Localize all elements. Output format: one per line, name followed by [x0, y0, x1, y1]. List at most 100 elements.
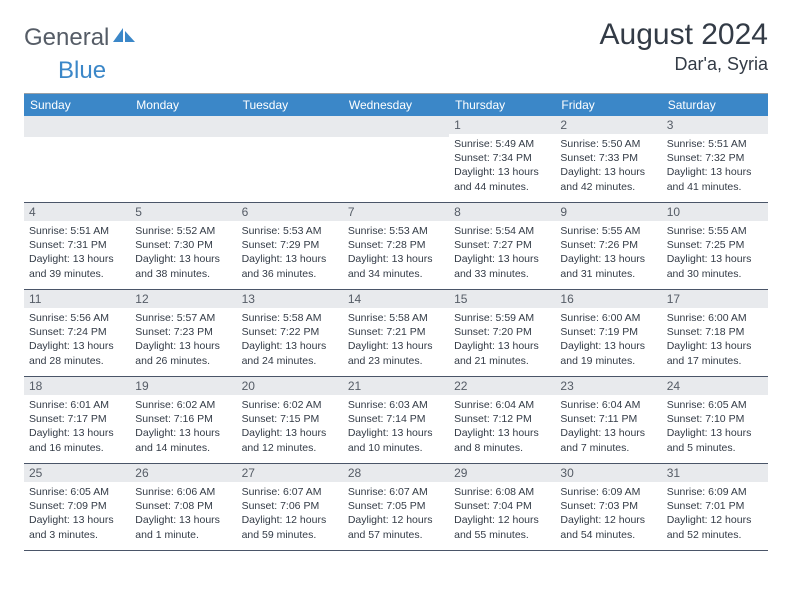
- daylight-line: Daylight: 13 hours and 19 minutes.: [560, 339, 656, 367]
- day-details: Sunrise: 5:53 AMSunset: 7:28 PMDaylight:…: [343, 221, 449, 286]
- day-cell: 22Sunrise: 6:04 AMSunset: 7:12 PMDayligh…: [449, 377, 555, 463]
- weekday-header: Saturday: [662, 94, 768, 116]
- day-number: 20: [237, 377, 343, 395]
- sunrise-line: Sunrise: 5:56 AM: [29, 311, 125, 325]
- day-number: 8: [449, 203, 555, 221]
- daylight-line: Daylight: 13 hours and 1 minute.: [135, 513, 231, 541]
- day-cell: 3Sunrise: 5:51 AMSunset: 7:32 PMDaylight…: [662, 116, 768, 202]
- day-cell: 15Sunrise: 5:59 AMSunset: 7:20 PMDayligh…: [449, 290, 555, 376]
- week-row: 25Sunrise: 6:05 AMSunset: 7:09 PMDayligh…: [24, 464, 768, 551]
- day-number: 28: [343, 464, 449, 482]
- daylight-line: Daylight: 13 hours and 44 minutes.: [454, 165, 550, 193]
- brand-text-2: Blue: [58, 57, 106, 84]
- day-cell: 21Sunrise: 6:03 AMSunset: 7:14 PMDayligh…: [343, 377, 449, 463]
- day-details: Sunrise: 6:04 AMSunset: 7:12 PMDaylight:…: [449, 395, 555, 460]
- day-cell: 2Sunrise: 5:50 AMSunset: 7:33 PMDaylight…: [555, 116, 661, 202]
- daylight-line: Daylight: 13 hours and 30 minutes.: [667, 252, 763, 280]
- day-details: Sunrise: 5:49 AMSunset: 7:34 PMDaylight:…: [449, 134, 555, 199]
- sunset-line: Sunset: 7:23 PM: [135, 325, 231, 339]
- sunset-line: Sunset: 7:21 PM: [348, 325, 444, 339]
- sunrise-line: Sunrise: 6:05 AM: [667, 398, 763, 412]
- day-cell: 5Sunrise: 5:52 AMSunset: 7:30 PMDaylight…: [130, 203, 236, 289]
- day-number: 6: [237, 203, 343, 221]
- daylight-line: Daylight: 13 hours and 23 minutes.: [348, 339, 444, 367]
- sunset-line: Sunset: 7:04 PM: [454, 499, 550, 513]
- day-cell: 24Sunrise: 6:05 AMSunset: 7:10 PMDayligh…: [662, 377, 768, 463]
- day-number: 18: [24, 377, 130, 395]
- daylight-line: Daylight: 13 hours and 21 minutes.: [454, 339, 550, 367]
- sunrise-line: Sunrise: 5:57 AM: [135, 311, 231, 325]
- weekday-header: Monday: [130, 94, 236, 116]
- daylight-line: Daylight: 13 hours and 14 minutes.: [135, 426, 231, 454]
- day-details: Sunrise: 5:50 AMSunset: 7:33 PMDaylight:…: [555, 134, 661, 199]
- calendar-grid: SundayMondayTuesdayWednesdayThursdayFrid…: [24, 93, 768, 551]
- day-details: Sunrise: 5:57 AMSunset: 7:23 PMDaylight:…: [130, 308, 236, 373]
- daylight-line: Daylight: 13 hours and 26 minutes.: [135, 339, 231, 367]
- sunset-line: Sunset: 7:19 PM: [560, 325, 656, 339]
- sunrise-line: Sunrise: 5:58 AM: [348, 311, 444, 325]
- daylight-line: Daylight: 12 hours and 59 minutes.: [242, 513, 338, 541]
- week-row: 4Sunrise: 5:51 AMSunset: 7:31 PMDaylight…: [24, 203, 768, 290]
- day-details: Sunrise: 5:58 AMSunset: 7:22 PMDaylight:…: [237, 308, 343, 373]
- daylight-line: Daylight: 13 hours and 41 minutes.: [667, 165, 763, 193]
- day-cell: 26Sunrise: 6:06 AMSunset: 7:08 PMDayligh…: [130, 464, 236, 550]
- day-details: Sunrise: 6:05 AMSunset: 7:09 PMDaylight:…: [24, 482, 130, 547]
- daylight-line: Daylight: 13 hours and 42 minutes.: [560, 165, 656, 193]
- day-cell: 25Sunrise: 6:05 AMSunset: 7:09 PMDayligh…: [24, 464, 130, 550]
- day-number: 14: [343, 290, 449, 308]
- day-details: Sunrise: 6:04 AMSunset: 7:11 PMDaylight:…: [555, 395, 661, 460]
- brand-logo: General: [24, 24, 137, 52]
- day-details: Sunrise: 5:58 AMSunset: 7:21 PMDaylight:…: [343, 308, 449, 373]
- sunrise-line: Sunrise: 6:06 AM: [135, 485, 231, 499]
- sunset-line: Sunset: 7:25 PM: [667, 238, 763, 252]
- sunset-line: Sunset: 7:03 PM: [560, 499, 656, 513]
- day-details: Sunrise: 6:02 AMSunset: 7:15 PMDaylight:…: [237, 395, 343, 460]
- daylight-line: Daylight: 12 hours and 52 minutes.: [667, 513, 763, 541]
- sunrise-line: Sunrise: 5:50 AM: [560, 137, 656, 151]
- sunset-line: Sunset: 7:16 PM: [135, 412, 231, 426]
- day-number: 1: [449, 116, 555, 134]
- day-details: Sunrise: 5:53 AMSunset: 7:29 PMDaylight:…: [237, 221, 343, 286]
- sunrise-line: Sunrise: 6:00 AM: [560, 311, 656, 325]
- sunset-line: Sunset: 7:22 PM: [242, 325, 338, 339]
- sunset-line: Sunset: 7:29 PM: [242, 238, 338, 252]
- sunrise-line: Sunrise: 6:08 AM: [454, 485, 550, 499]
- day-cell: 17Sunrise: 6:00 AMSunset: 7:18 PMDayligh…: [662, 290, 768, 376]
- day-cell: 11Sunrise: 5:56 AMSunset: 7:24 PMDayligh…: [24, 290, 130, 376]
- sunrise-line: Sunrise: 5:53 AM: [348, 224, 444, 238]
- sunrise-line: Sunrise: 6:01 AM: [29, 398, 125, 412]
- day-cell: 28Sunrise: 6:07 AMSunset: 7:05 PMDayligh…: [343, 464, 449, 550]
- day-details: Sunrise: 5:51 AMSunset: 7:32 PMDaylight:…: [662, 134, 768, 199]
- day-cell: 30Sunrise: 6:09 AMSunset: 7:03 PMDayligh…: [555, 464, 661, 550]
- day-number: 19: [130, 377, 236, 395]
- week-row: 18Sunrise: 6:01 AMSunset: 7:17 PMDayligh…: [24, 377, 768, 464]
- sunset-line: Sunset: 7:10 PM: [667, 412, 763, 426]
- sunset-line: Sunset: 7:12 PM: [454, 412, 550, 426]
- day-number-empty: [130, 116, 236, 137]
- sunset-line: Sunset: 7:14 PM: [348, 412, 444, 426]
- brand-text-1: General: [24, 24, 109, 52]
- day-number-empty: [237, 116, 343, 137]
- day-number: 24: [662, 377, 768, 395]
- day-cell: 29Sunrise: 6:08 AMSunset: 7:04 PMDayligh…: [449, 464, 555, 550]
- day-details: Sunrise: 5:55 AMSunset: 7:25 PMDaylight:…: [662, 221, 768, 286]
- sunset-line: Sunset: 7:28 PM: [348, 238, 444, 252]
- day-details: Sunrise: 6:08 AMSunset: 7:04 PMDaylight:…: [449, 482, 555, 547]
- daylight-line: Daylight: 13 hours and 36 minutes.: [242, 252, 338, 280]
- sunset-line: Sunset: 7:18 PM: [667, 325, 763, 339]
- day-number: 30: [555, 464, 661, 482]
- sail-icon: [113, 26, 135, 44]
- sunrise-line: Sunrise: 5:54 AM: [454, 224, 550, 238]
- sunset-line: Sunset: 7:15 PM: [242, 412, 338, 426]
- day-details: Sunrise: 6:05 AMSunset: 7:10 PMDaylight:…: [662, 395, 768, 460]
- day-details: Sunrise: 6:00 AMSunset: 7:18 PMDaylight:…: [662, 308, 768, 373]
- day-details: Sunrise: 6:00 AMSunset: 7:19 PMDaylight:…: [555, 308, 661, 373]
- day-number: 13: [237, 290, 343, 308]
- day-cell: 8Sunrise: 5:54 AMSunset: 7:27 PMDaylight…: [449, 203, 555, 289]
- day-number: 25: [24, 464, 130, 482]
- sunrise-line: Sunrise: 5:49 AM: [454, 137, 550, 151]
- day-cell: 6Sunrise: 5:53 AMSunset: 7:29 PMDaylight…: [237, 203, 343, 289]
- day-details: Sunrise: 5:54 AMSunset: 7:27 PMDaylight:…: [449, 221, 555, 286]
- day-number: 15: [449, 290, 555, 308]
- day-details: Sunrise: 5:52 AMSunset: 7:30 PMDaylight:…: [130, 221, 236, 286]
